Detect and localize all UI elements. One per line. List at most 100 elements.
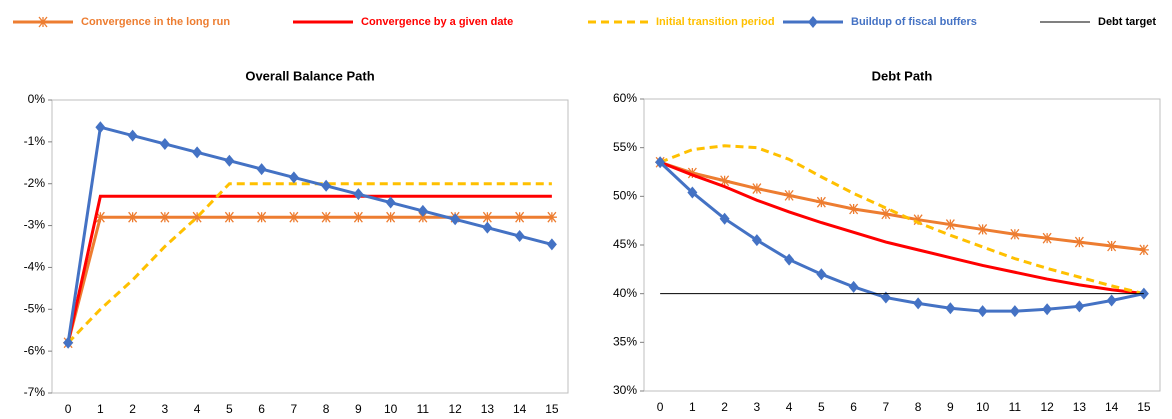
x-tick-label: 13 xyxy=(481,402,495,416)
x-tick-label: 2 xyxy=(129,402,136,416)
diamond-marker xyxy=(1106,294,1117,307)
x-tick-label: 1 xyxy=(689,400,696,414)
diamond-marker xyxy=(546,238,557,251)
series-line xyxy=(66,125,553,343)
diamond-marker xyxy=(321,179,332,192)
y-tick-label: -7% xyxy=(24,385,46,399)
asterisk-marker xyxy=(159,211,170,223)
x-tick-label: 12 xyxy=(1040,400,1054,414)
asterisk-marker xyxy=(353,211,364,223)
diamond-marker xyxy=(482,221,493,234)
asterisk-marker xyxy=(417,211,428,223)
diamond-marker xyxy=(784,253,795,266)
x-tick-label: 11 xyxy=(417,402,430,416)
y-tick-label: 55% xyxy=(613,140,637,154)
diamond-marker xyxy=(977,305,988,318)
asterisk-marker xyxy=(385,211,396,223)
x-tick-label: 12 xyxy=(448,402,462,416)
diamond-marker xyxy=(256,163,267,176)
diamond-marker xyxy=(687,186,698,199)
asterisk-marker xyxy=(913,214,924,226)
series-line xyxy=(659,160,1145,252)
diamond-marker xyxy=(514,230,525,243)
x-tick-label: 8 xyxy=(915,400,922,414)
diamond-marker xyxy=(719,212,730,225)
x-tick-label: 5 xyxy=(226,402,233,416)
legend-label: Debt target xyxy=(1098,16,1156,28)
y-tick-label: 0% xyxy=(28,92,46,106)
x-tick-label: 6 xyxy=(850,400,857,414)
asterisk-marker xyxy=(1074,236,1085,248)
legend-label: Initial transition period xyxy=(656,16,775,28)
series-line xyxy=(659,160,1145,296)
diamond-marker xyxy=(816,268,827,281)
y-tick-label: 30% xyxy=(613,383,637,397)
asterisk-marker xyxy=(848,203,859,215)
x-tick-label: 15 xyxy=(1137,400,1151,414)
x-tick-label: 4 xyxy=(194,402,201,416)
x-tick-label: 0 xyxy=(657,400,664,414)
diamond-marker xyxy=(159,137,170,150)
x-tick-label: 3 xyxy=(162,402,169,416)
diamond-marker xyxy=(417,204,428,217)
x-tick-label: 14 xyxy=(513,402,527,416)
diamond-marker xyxy=(1042,303,1053,316)
legend-label: Convergence in the long run xyxy=(81,16,230,28)
asterisk-marker xyxy=(1106,240,1117,252)
x-tick-label: 13 xyxy=(1073,400,1087,414)
x-tick-label: 5 xyxy=(818,400,825,414)
y-tick-label: -4% xyxy=(24,260,46,274)
x-tick-label: 8 xyxy=(323,402,330,416)
asterisk-marker xyxy=(321,211,332,223)
x-tick-label: 11 xyxy=(1009,400,1022,414)
asterisk-marker xyxy=(751,183,762,194)
y-tick-label: 50% xyxy=(613,189,637,203)
x-tick-label: 10 xyxy=(384,402,398,416)
series-line xyxy=(659,144,1145,296)
x-tick-label: 2 xyxy=(721,400,728,414)
diamond-marker xyxy=(848,280,859,293)
diamond-marker xyxy=(751,234,762,247)
x-tick-label: 3 xyxy=(754,400,761,414)
diamond-marker xyxy=(913,297,924,310)
plot-frame xyxy=(51,99,569,394)
diamond-marker xyxy=(95,121,106,134)
diamond-marker xyxy=(288,171,299,184)
y-tick-label: 40% xyxy=(613,286,637,300)
asterisk-marker xyxy=(256,211,267,223)
x-tick-label: 15 xyxy=(545,402,559,416)
diamond-marker xyxy=(385,196,396,209)
asterisk-marker xyxy=(784,189,795,201)
y-tick-label: -6% xyxy=(24,343,46,357)
asterisk-marker xyxy=(288,211,299,223)
series-line xyxy=(659,161,1145,313)
asterisk-marker xyxy=(816,196,827,208)
x-tick-label: 14 xyxy=(1105,400,1119,414)
diamond-marker xyxy=(1009,305,1020,318)
diamond-marker xyxy=(353,188,364,201)
series-line xyxy=(66,194,552,344)
asterisk-marker xyxy=(192,211,203,223)
x-tick-label: 6 xyxy=(258,402,265,416)
diamond-marker xyxy=(945,302,956,315)
y-tick-label: 45% xyxy=(613,237,637,251)
asterisk-marker xyxy=(546,211,557,223)
asterisk-marker xyxy=(482,211,493,223)
diamond-marker xyxy=(224,154,235,167)
x-tick-label: 10 xyxy=(976,400,990,414)
legend-marker xyxy=(808,16,818,28)
asterisk-marker xyxy=(880,208,891,220)
series-line xyxy=(66,215,552,344)
legend-marker xyxy=(38,16,48,28)
asterisk-marker xyxy=(945,219,956,230)
chart-title: Debt Path xyxy=(872,68,933,83)
x-tick-label: 7 xyxy=(291,402,298,416)
asterisk-marker xyxy=(95,211,106,223)
y-tick-label: 60% xyxy=(613,91,637,105)
x-tick-label: 4 xyxy=(786,400,793,414)
diamond-marker xyxy=(192,146,203,159)
y-tick-label: -2% xyxy=(24,176,46,190)
legend-label: Buildup of fiscal buffers xyxy=(851,16,977,28)
chart-title: Overall Balance Path xyxy=(245,68,374,83)
